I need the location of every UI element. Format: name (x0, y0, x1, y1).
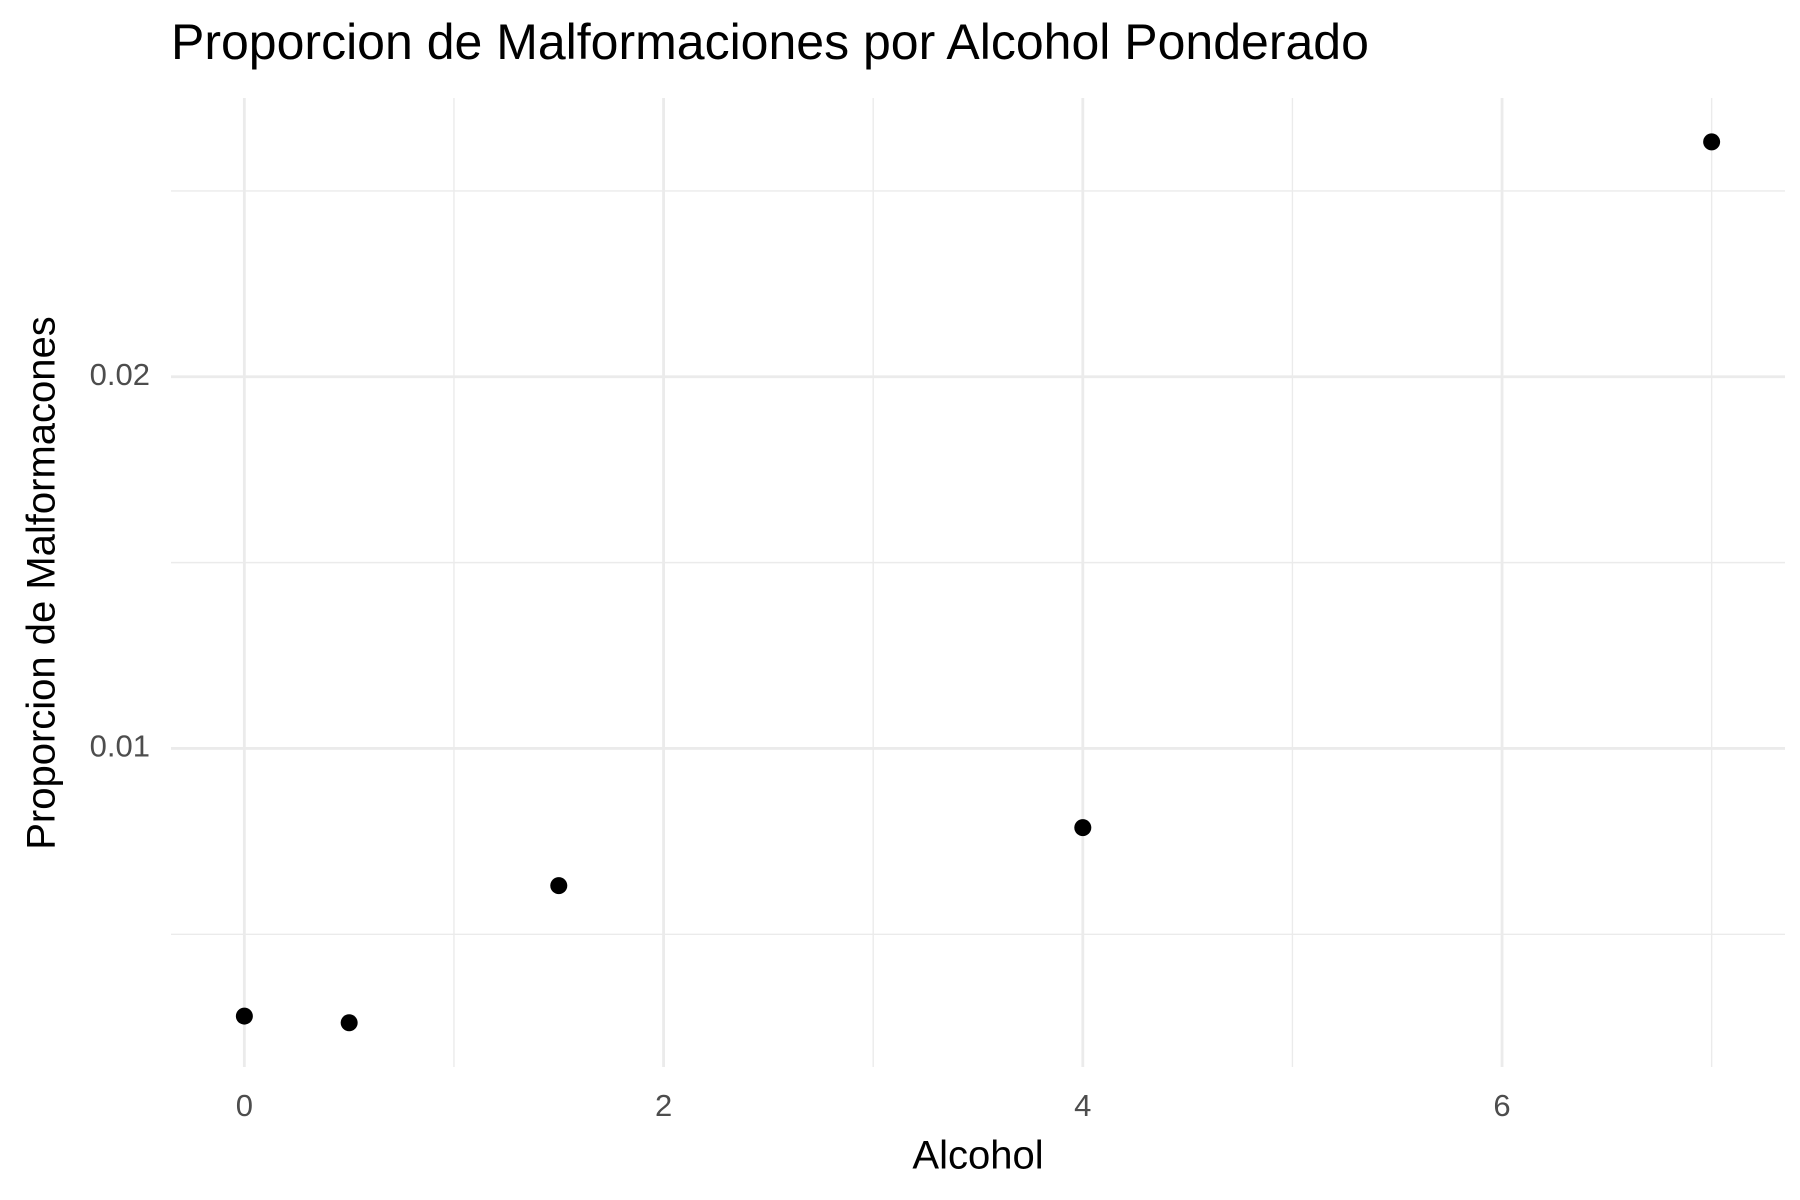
x-tick-label: 4 (1074, 1088, 1091, 1123)
y-tick-label: 0.02 (90, 357, 150, 392)
point (550, 877, 568, 895)
chart-title: Proporcion de Malformaciones por Alcohol… (171, 14, 1369, 70)
point (340, 1014, 358, 1032)
point (1703, 133, 1721, 151)
x-axis-title: Alcohol (912, 1134, 1043, 1178)
y-axis-title: Proporcion de Malformacones (20, 316, 64, 850)
x-tick-label: 2 (655, 1088, 672, 1123)
x-tick-label: 6 (1493, 1088, 1510, 1123)
point (1074, 819, 1092, 837)
point (235, 1007, 253, 1025)
y-tick-label: 0.01 (90, 729, 150, 764)
x-tick-label: 0 (236, 1088, 253, 1123)
